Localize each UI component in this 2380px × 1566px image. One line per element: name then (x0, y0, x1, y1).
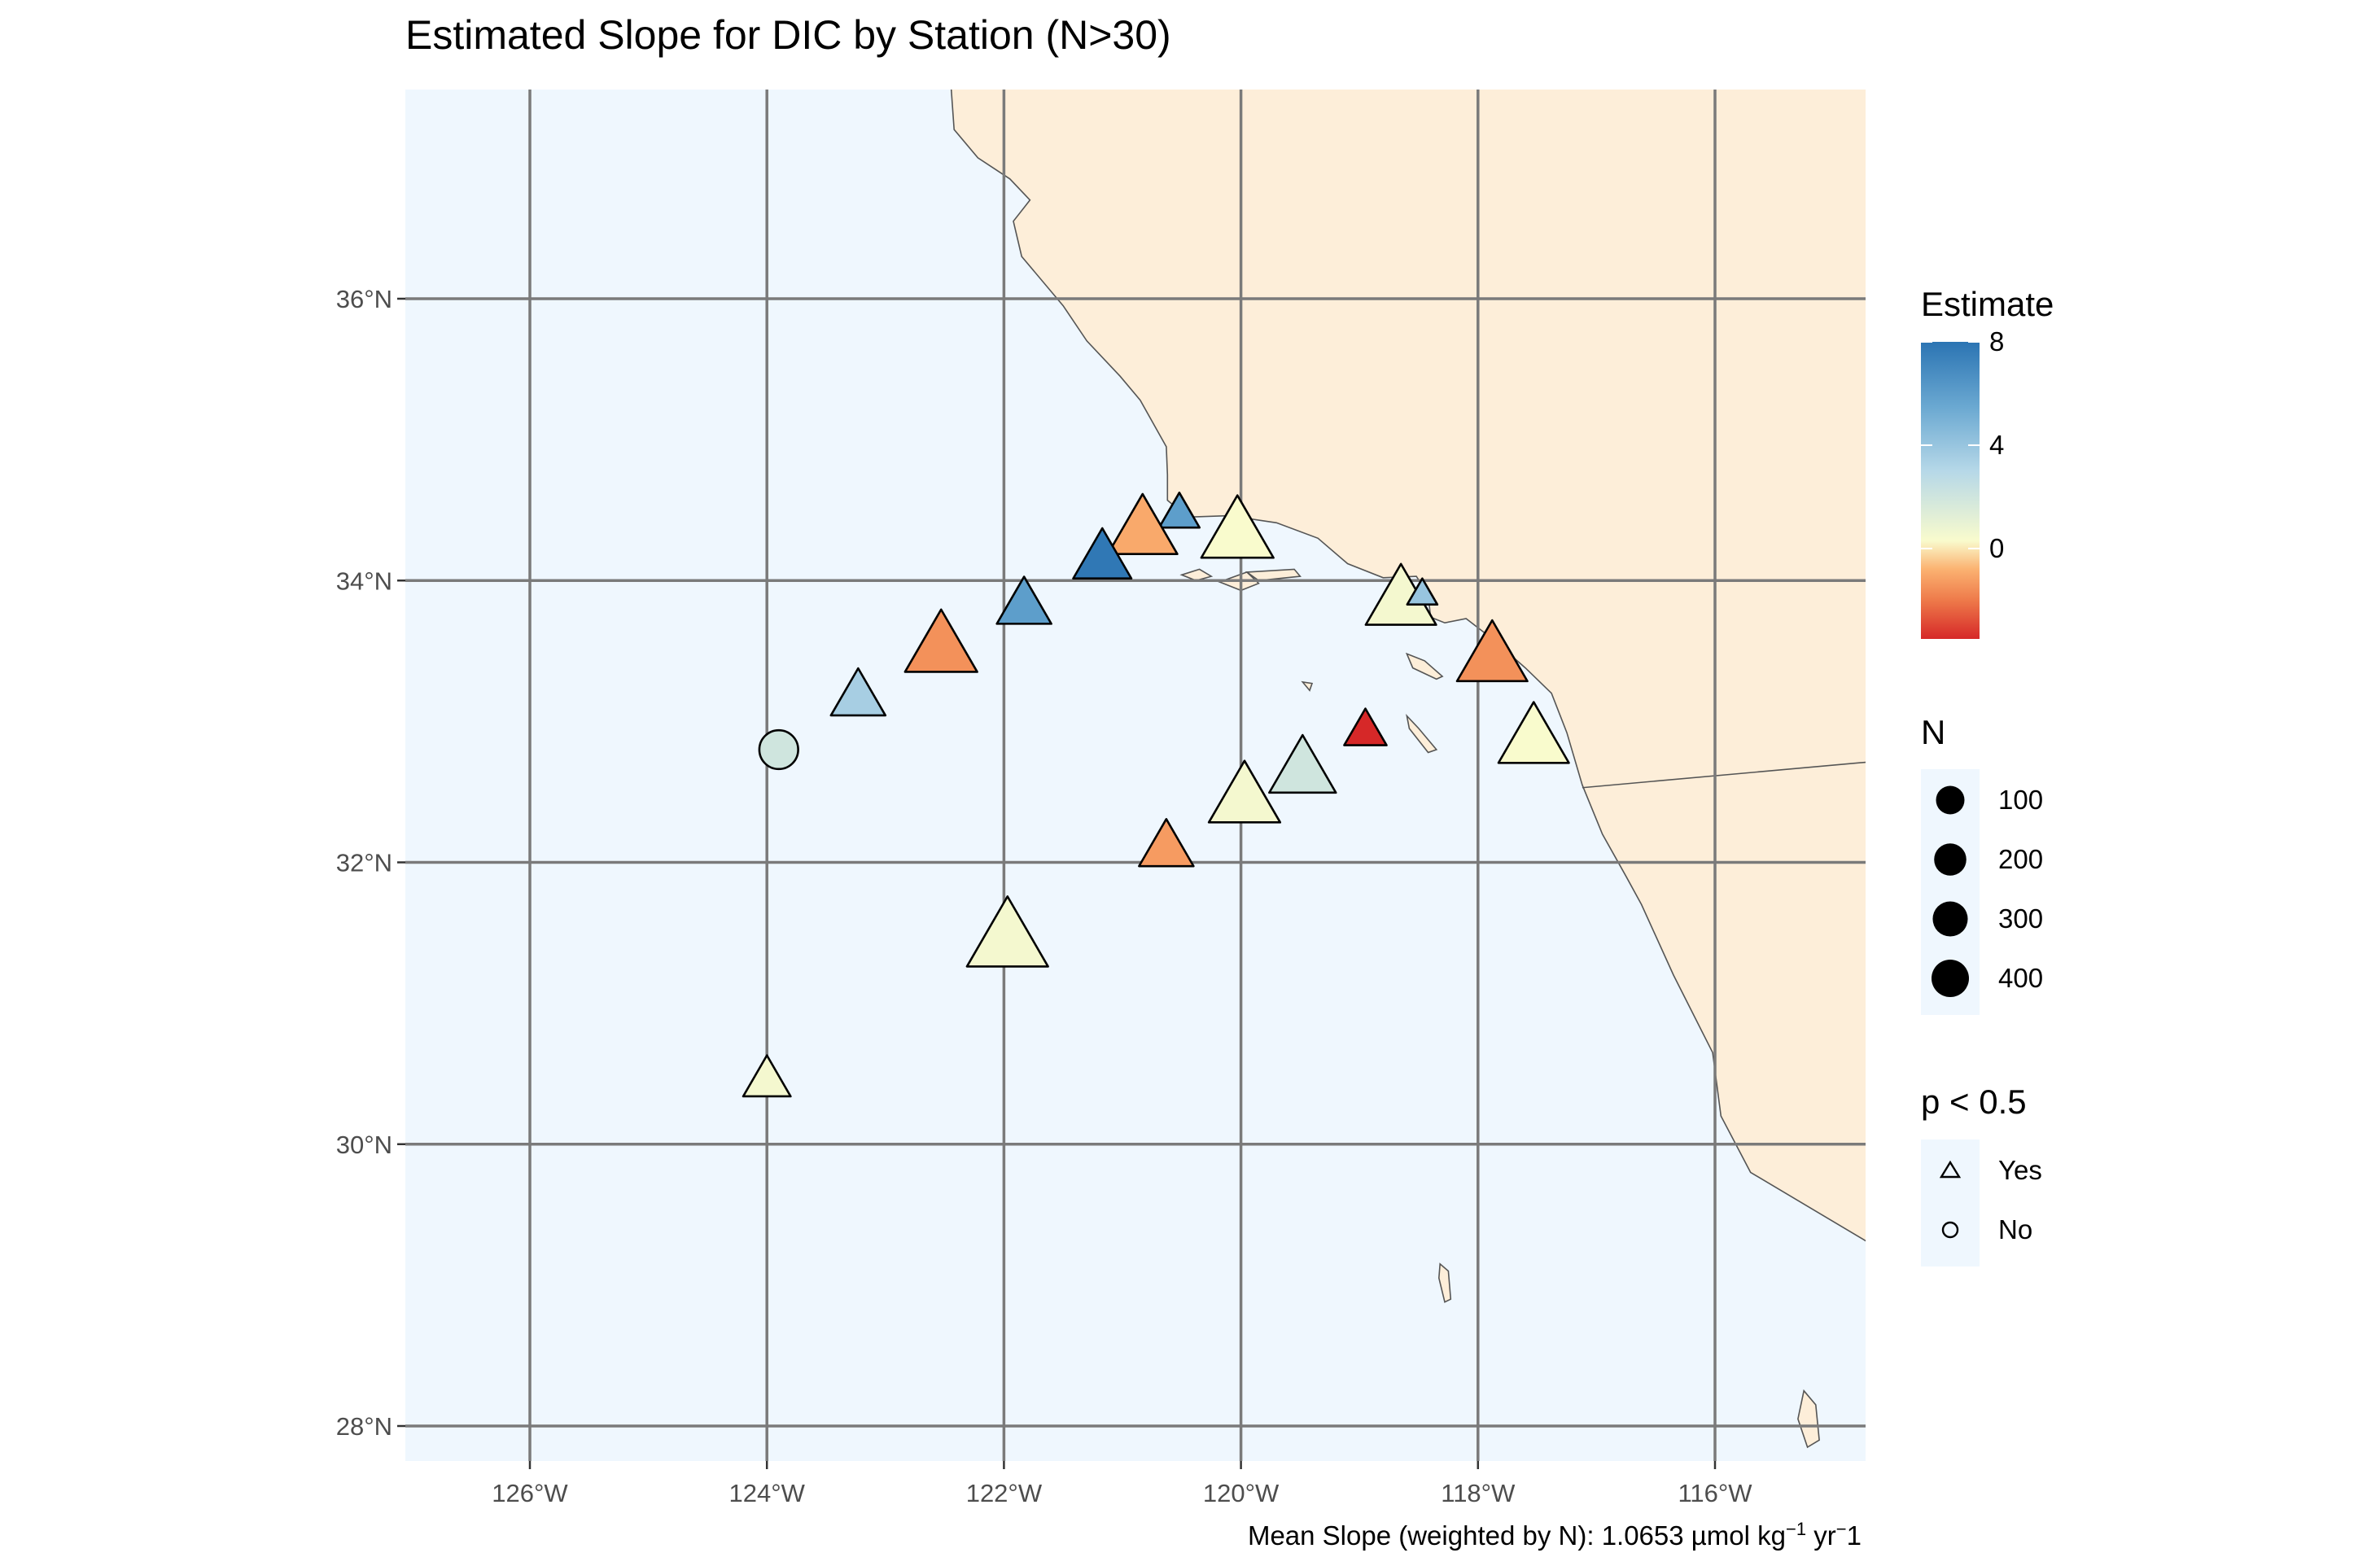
y-tick-label-4: 28°N (336, 1412, 392, 1441)
station-marker-15 (1207, 759, 1282, 824)
x-tick-label-5: 116°W (1678, 1479, 1752, 1507)
colorbar-label-0: 8 (1989, 326, 2005, 357)
colorbar-label-1: 4 (1989, 429, 2005, 460)
p-legend-label-0: Yes (1998, 1155, 2042, 1185)
island-3 (1245, 568, 1302, 582)
p-legend-label-1: No (1998, 1214, 2033, 1244)
p-legend-key-bg (1921, 1140, 1980, 1266)
n-legend-label-0: 100 (1998, 785, 2044, 815)
station-marker-3 (1072, 527, 1133, 580)
n-legend-dot-3 (1932, 960, 1969, 997)
island-7 (1437, 1262, 1452, 1303)
station-marker-13 (1497, 701, 1570, 764)
station-markers (742, 492, 1570, 1098)
island-4 (1301, 680, 1314, 692)
caption: Mean Slope (weighted by N): 1.0653 µmol … (1247, 1519, 1862, 1551)
x-tick-label-2: 122°W (966, 1479, 1043, 1507)
legend-n-title: N (1921, 713, 1946, 751)
n-legend-dot-0 (1936, 785, 1965, 815)
legend-p-title: p < 0.5 (1921, 1083, 2027, 1121)
x-tick-label-1: 124°W (729, 1479, 806, 1507)
legend-graphics (1921, 341, 1980, 1266)
station-marker-10 (829, 667, 887, 717)
p-legend-circle (1941, 1221, 1959, 1239)
station-marker-14 (1268, 733, 1337, 794)
n-legend-label-3: 400 (1998, 963, 2044, 993)
station-marker-8 (1406, 577, 1439, 606)
x-tick-label-0: 126°W (492, 1479, 568, 1507)
y-tick-label-2: 32°N (336, 849, 392, 877)
station-marker-6 (903, 608, 978, 673)
island-6 (1406, 713, 1438, 754)
station-marker-16 (1138, 818, 1195, 868)
station-marker-9 (1455, 619, 1529, 683)
y-tick-label-0: 36°N (336, 285, 392, 313)
estimate-colorbar (1921, 342, 1980, 639)
station-marker-12 (1343, 707, 1388, 746)
n-legend-dot-1 (1934, 843, 1967, 876)
border-line (1582, 761, 1866, 789)
station-marker-11 (758, 728, 799, 771)
island-1 (1179, 568, 1214, 582)
y-tick-label-1: 34°N (336, 566, 392, 595)
p-legend-triangle (1939, 1160, 1962, 1179)
station-marker-5 (995, 575, 1052, 625)
station-marker-17 (965, 895, 1049, 968)
island-5 (1405, 652, 1444, 680)
chart-title: Estimated Slope for DIC by Station (N>30… (405, 12, 1171, 58)
colorbar-label-2: 0 (1989, 532, 2005, 563)
station-marker-2 (1106, 492, 1179, 555)
y-tick-label-3: 30°N (336, 1131, 392, 1159)
n-legend-label-1: 200 (1998, 844, 2044, 874)
island-8 (1797, 1389, 1820, 1449)
legend-estimate-title: Estimate (1921, 285, 2054, 323)
station-marker-18 (742, 1054, 792, 1098)
coastline-land (950, 90, 1866, 1242)
n-legend-label-2: 300 (1998, 903, 2044, 934)
station-marker-4 (1200, 494, 1275, 559)
n-legend-dot-2 (1932, 901, 1968, 937)
x-tick-label-4: 118°W (1441, 1479, 1516, 1507)
x-tick-label-3: 120°W (1203, 1479, 1280, 1507)
station-marker-1 (1157, 492, 1201, 529)
axes: 126°W 124°W 122°W 120°W 118°W 116°W 36°N 34°N 32… (336, 285, 1753, 1507)
